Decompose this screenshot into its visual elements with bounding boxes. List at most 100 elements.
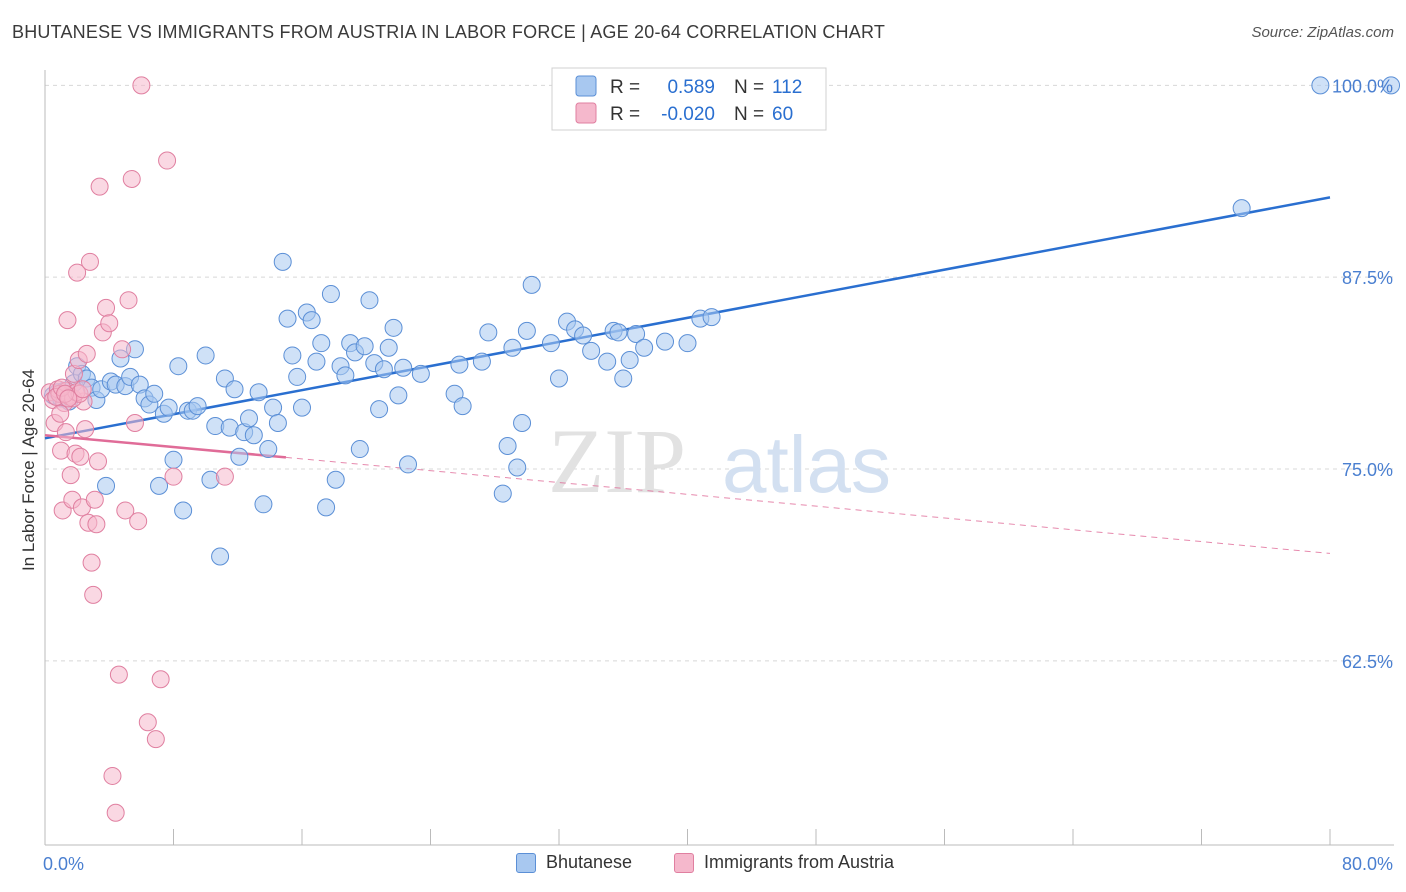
tick-labels: 100.0% 87.5% 75.0% 62.5% 0.0% 80.0%: [43, 76, 1393, 874]
bhutanese-point: [225, 380, 244, 399]
bhutanese-point: [350, 440, 369, 459]
legend-item-austria[interactable]: Immigrants from Austria: [674, 852, 894, 873]
bhutanese-point: [169, 357, 188, 376]
bhutanese-point: [702, 308, 721, 327]
x-tick-label: 0.0%: [43, 854, 84, 874]
bhutanese-point: [288, 367, 307, 386]
bhutanese-point: [453, 397, 472, 416]
legend-n-label-1: N =: [734, 77, 764, 98]
bhutanese-point: [614, 369, 633, 388]
bhutanese-point: [541, 334, 560, 353]
y-tick-label: 75.0%: [1342, 460, 1393, 480]
bhutanese-point: [1382, 76, 1401, 95]
austria-point: [71, 447, 90, 466]
bhutanese-point: [150, 476, 169, 495]
bhutanese-point: [582, 341, 601, 360]
bhutanese-point: [550, 369, 568, 388]
legend-item-bhutanese[interactable]: Bhutanese: [516, 852, 632, 873]
austria-point: [113, 340, 132, 359]
austria-point: [97, 298, 116, 317]
legend-r-value-1: 0.589: [667, 77, 715, 98]
bhutanese-point: [326, 470, 345, 489]
bhutanese-point: [370, 400, 389, 419]
bhutanese-point: [384, 318, 403, 337]
legend-r-label-2: R =: [610, 104, 640, 125]
bhutanese-point: [598, 352, 617, 371]
bhutanese-point: [268, 413, 287, 432]
bhutanese-point: [508, 458, 527, 477]
austria-point: [158, 151, 177, 170]
austria-point: [164, 467, 183, 486]
austria-point: [100, 314, 119, 333]
bhutanese-point: [317, 498, 336, 517]
bhutanese-trend-line: [44, 196, 1331, 440]
watermark-atlas: atlas: [722, 420, 891, 509]
bhutanese-point: [574, 326, 593, 345]
legend-swatch-bhutanese: [516, 852, 536, 873]
austria-point: [125, 413, 144, 432]
austria-point: [51, 404, 70, 423]
bhutanese-point: [678, 334, 697, 353]
y-tick-label: 62.5%: [1342, 652, 1393, 672]
austria-point: [90, 177, 109, 196]
bhutanese-point: [503, 338, 522, 357]
austria-point: [56, 423, 75, 442]
bhutanese-point: [259, 440, 278, 459]
bhutanese-point: [635, 338, 654, 357]
austria-point: [106, 803, 125, 822]
watermark: ZIP atlas: [548, 410, 891, 512]
bhutanese-point: [374, 360, 393, 379]
bhutanese-point: [479, 323, 498, 342]
bhutanese-point: [159, 398, 178, 417]
data-points: [40, 76, 1401, 822]
bhutanese-point: [656, 332, 675, 351]
austria-point: [80, 252, 99, 271]
austria-point: [82, 553, 101, 572]
y-axis-label: In Labor Force | Age 20-64: [19, 369, 38, 571]
bhutanese-point: [355, 337, 374, 356]
legend-n-value-1: 112: [772, 77, 802, 98]
gridlines: [45, 84, 1394, 662]
bhutanese-point: [1311, 76, 1330, 95]
bhutanese-point: [312, 334, 331, 353]
bhutanese-point: [517, 321, 536, 340]
y-tick-label: 100.0%: [1332, 76, 1393, 96]
bhutanese-point: [174, 501, 193, 520]
bhutanese-point: [336, 366, 355, 385]
bhutanese-point: [522, 275, 541, 294]
bhutanese-point: [609, 323, 628, 342]
bhutanese-point: [278, 309, 297, 328]
bhutanese-point: [627, 324, 646, 343]
legend-r-value-2: -0.020: [661, 104, 715, 125]
legend-r-label-1: R =: [610, 77, 640, 98]
bhutanese-point: [293, 398, 311, 417]
bhutanese-point: [498, 436, 517, 455]
austria-point: [84, 585, 103, 604]
austria-point: [215, 467, 234, 486]
y-axis-label-group: In Labor Force | Age 20-64: [19, 369, 38, 571]
bhutanese-point: [264, 398, 283, 417]
bhutanese-point: [379, 338, 398, 357]
bhutanese-point: [399, 455, 418, 474]
bhutanese-point: [230, 447, 249, 466]
bhutanese-point: [196, 346, 215, 365]
austria-point: [68, 263, 87, 282]
austria-point: [85, 490, 104, 509]
bhutanese-point: [307, 352, 326, 371]
austria-point: [103, 766, 122, 785]
austria-trend-line-dashed: [285, 456, 1331, 554]
bhutanese-point: [411, 364, 430, 383]
bhutanese-point: [211, 547, 230, 566]
chart-source: Source: ZipAtlas.com: [1251, 24, 1394, 41]
bhutanese-point: [1232, 199, 1251, 218]
austria-point: [73, 380, 92, 399]
bhutanese-point: [145, 384, 164, 403]
austria-point: [109, 665, 128, 684]
bhutanese-point: [360, 291, 379, 310]
austria-point: [116, 501, 135, 520]
y-tick-label: 87.5%: [1342, 268, 1393, 288]
austria-point: [122, 169, 141, 188]
bhutanese-point: [321, 285, 340, 304]
bhutanese-point: [302, 311, 321, 330]
austria-point: [129, 512, 148, 531]
